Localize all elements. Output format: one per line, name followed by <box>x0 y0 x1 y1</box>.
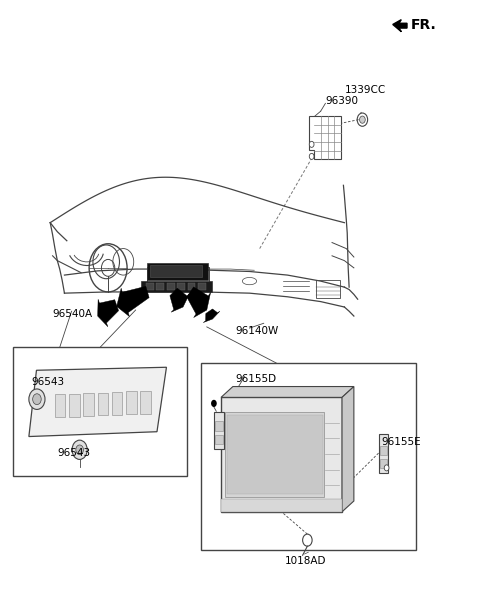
Circle shape <box>384 465 389 471</box>
Polygon shape <box>187 287 211 317</box>
Bar <box>146 283 154 290</box>
Text: 1018AD: 1018AD <box>285 556 326 565</box>
Bar <box>140 391 151 413</box>
Polygon shape <box>29 367 167 437</box>
Bar <box>221 398 342 512</box>
Circle shape <box>309 141 314 147</box>
Bar <box>84 393 94 416</box>
Bar <box>147 267 209 286</box>
Circle shape <box>76 445 84 455</box>
Bar <box>227 415 323 494</box>
Bar <box>380 446 386 455</box>
Bar <box>55 395 65 417</box>
Bar <box>198 283 206 290</box>
Polygon shape <box>117 286 149 317</box>
Bar <box>126 392 137 414</box>
Bar <box>69 394 80 416</box>
Text: 96390: 96390 <box>325 96 359 106</box>
Polygon shape <box>393 19 407 32</box>
Bar <box>216 421 223 430</box>
Circle shape <box>360 116 365 123</box>
Text: 96155E: 96155E <box>382 437 421 447</box>
Circle shape <box>309 153 314 159</box>
Circle shape <box>33 394 41 404</box>
Bar <box>150 266 202 277</box>
Polygon shape <box>97 299 119 326</box>
Bar <box>188 283 195 290</box>
Bar <box>221 499 342 512</box>
Bar <box>141 281 212 292</box>
Bar <box>178 283 185 290</box>
Bar <box>97 393 108 415</box>
Circle shape <box>357 113 368 126</box>
Polygon shape <box>342 387 354 512</box>
Bar <box>316 280 340 298</box>
Text: FR.: FR. <box>411 18 436 32</box>
Text: 96543: 96543 <box>31 377 64 387</box>
Text: 96155D: 96155D <box>235 374 276 384</box>
Bar <box>156 283 164 290</box>
Bar <box>225 412 324 497</box>
Circle shape <box>302 534 312 546</box>
Bar <box>214 412 224 449</box>
Bar <box>167 283 175 290</box>
Bar <box>147 263 208 280</box>
Text: 1339CC: 1339CC <box>344 85 385 94</box>
Circle shape <box>29 389 45 409</box>
Bar <box>201 363 416 550</box>
Circle shape <box>211 400 217 407</box>
Text: 96540A: 96540A <box>53 309 93 319</box>
Bar <box>112 392 122 415</box>
Polygon shape <box>203 309 220 323</box>
Polygon shape <box>309 116 341 159</box>
Bar <box>216 435 223 444</box>
Text: 96140W: 96140W <box>235 325 278 336</box>
Bar <box>380 459 386 468</box>
Circle shape <box>72 440 87 460</box>
Polygon shape <box>170 288 190 312</box>
Text: 96543: 96543 <box>57 448 90 458</box>
Polygon shape <box>221 387 354 398</box>
Bar <box>13 347 187 475</box>
Bar <box>379 434 388 472</box>
